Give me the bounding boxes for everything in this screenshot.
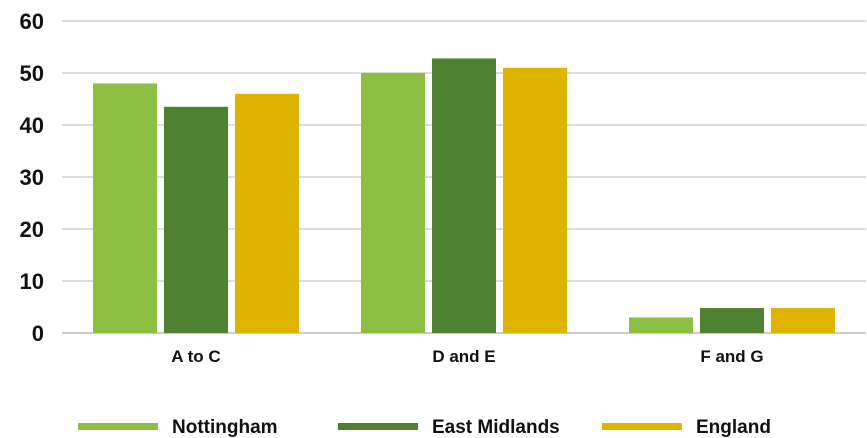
y-axis-tick-labels: 0 10 20 30 40 50 60	[20, 9, 44, 346]
y-tick-label: 0	[32, 321, 44, 346]
x-tick-label: F and G	[700, 347, 763, 366]
bar-nottingham	[629, 317, 693, 333]
x-tick-label: A to C	[171, 347, 220, 366]
y-tick-label: 60	[20, 9, 44, 34]
legend-label: England	[696, 417, 771, 438]
legend-swatch	[602, 423, 682, 430]
legend: Nottingham East Midlands England	[78, 417, 771, 438]
y-tick-label: 40	[20, 113, 44, 138]
x-tick-label: D and E	[432, 347, 495, 366]
legend-label: East Midlands	[432, 417, 560, 438]
bar-east-midlands	[164, 106, 228, 333]
bars	[93, 58, 835, 334]
bar-england	[771, 308, 835, 333]
bar-england	[235, 93, 299, 333]
y-tick-label: 50	[20, 61, 44, 86]
legend-swatch	[78, 423, 158, 430]
y-tick-label: 20	[20, 217, 44, 242]
bar-england	[503, 67, 567, 334]
bar-nottingham	[93, 83, 157, 334]
y-tick-label: 30	[20, 165, 44, 190]
legend-swatch	[338, 423, 418, 430]
y-tick-label: 10	[20, 269, 44, 294]
bar-nottingham	[361, 73, 425, 333]
bar-east-midlands	[432, 58, 496, 333]
x-axis-tick-labels: A to C D and E F and G	[171, 347, 763, 366]
legend-label: Nottingham	[172, 417, 278, 438]
bar-east-midlands	[700, 308, 764, 333]
